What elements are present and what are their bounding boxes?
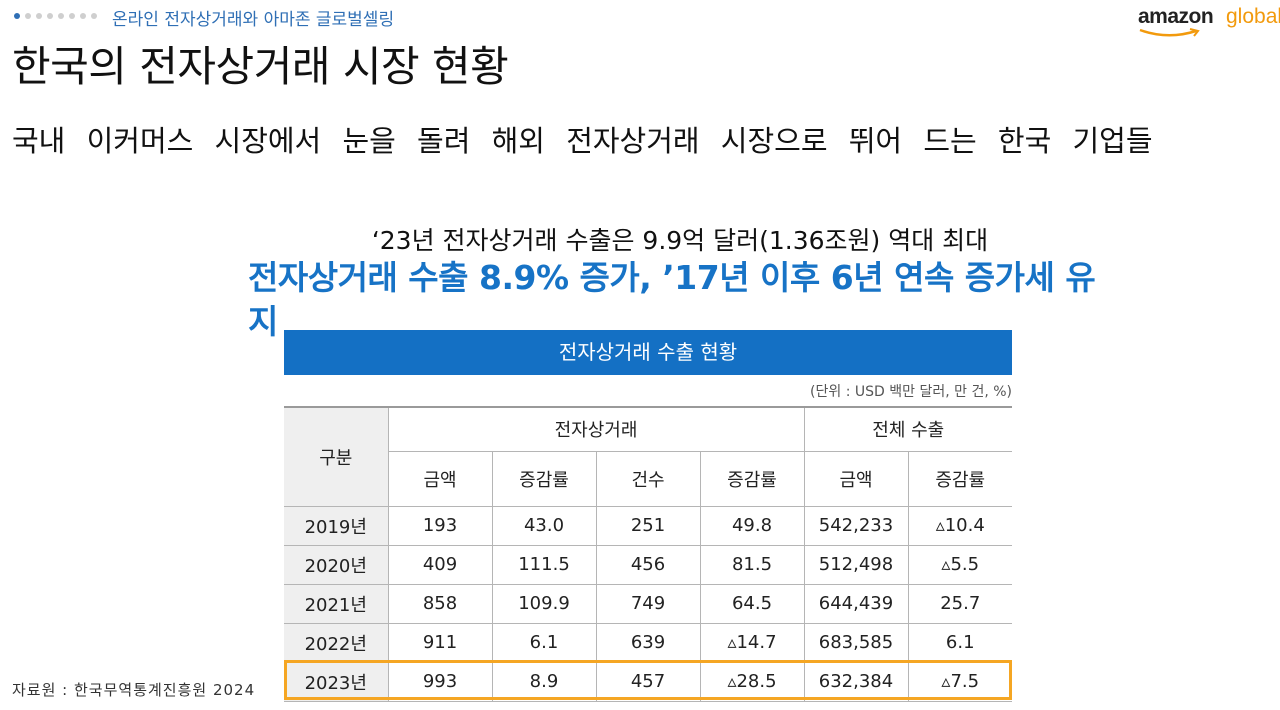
progress-dot: [80, 13, 86, 19]
page-subtitle: 국내 이커머스 시장에서 눈을 돌려 해외 전자상거래 시장으로 뛰어 드는 한…: [12, 124, 1153, 158]
breadcrumb: 온라인 전자상거래와 아마존 글로벌셀링: [112, 10, 395, 30]
table-cell: 109.9: [491, 584, 596, 624]
table-cell: 6.1: [491, 623, 596, 663]
ecommerce-export-table: 구분 전자상거래 전체 수출 금액 증감률 건수 증감률 금액 증감률 2019…: [284, 406, 1012, 702]
progress-dot: [91, 13, 97, 19]
table-cell: 251: [595, 506, 700, 546]
progress-dot: [25, 13, 31, 19]
table-cell: ▵10.4: [907, 506, 1012, 546]
logo-text-global: global: [1226, 5, 1280, 28]
table-cell: 49.8: [699, 506, 804, 546]
row-year: 2022년: [284, 623, 388, 663]
progress-dot: [58, 13, 64, 19]
table-cell: ▵5.5: [907, 545, 1012, 585]
header-ecommerce: 전자상거래: [387, 406, 804, 452]
table-cell: ▵28.5: [699, 662, 804, 702]
table-cell: 911: [387, 623, 492, 663]
subheader-count: 건수: [595, 451, 700, 507]
row-year: 2020년: [284, 545, 388, 585]
progress-dot: [47, 13, 53, 19]
row-year: 2021년: [284, 584, 388, 624]
table-cell: 542,233: [803, 506, 908, 546]
page-title: 한국의 전자상거래 시장 현황: [12, 42, 509, 91]
table-cell: 6.1: [907, 623, 1012, 663]
table-cell: 632,384: [803, 662, 908, 702]
header-category: 구분: [284, 406, 389, 507]
progress-dot: [36, 13, 42, 19]
table-row: 2019년 193 43.0 251 49.8 542,233 ▵10.4: [284, 506, 1012, 546]
amazon-smile-icon: [1139, 28, 1200, 37]
row-year: 2019년: [284, 506, 388, 546]
source-note: 자료원 : 한국무역통계진흥원 2024: [12, 681, 256, 699]
table-cell: 456: [595, 545, 700, 585]
table-cell: 993: [387, 662, 492, 702]
subheader-growth: 증감률: [699, 451, 804, 507]
slide-progress-dots: [14, 13, 97, 19]
table-row: 2021년 858 109.9 749 64.5 644,439 25.7: [284, 584, 1012, 624]
table-cell: ▵7.5: [907, 662, 1012, 702]
progress-dot: [69, 13, 75, 19]
table-cell: 43.0: [491, 506, 596, 546]
table-cell: 683,585: [803, 623, 908, 663]
headline-line2: 전자상거래 수출 8.9% 증가, ’17년 이후 6년 연속 증가세 유지: [248, 258, 1096, 341]
table-cell: 193: [387, 506, 492, 546]
table-cell: 25.7: [907, 584, 1012, 624]
table-cell: 64.5: [699, 584, 804, 624]
table-row-highlighted: 2023년 993 8.9 457 ▵28.5 632,384 ▵7.5: [284, 662, 1012, 702]
table-cell: 749: [595, 584, 700, 624]
table-cell: 457: [595, 662, 700, 702]
table-caption: 전자상거래 수출 현황: [284, 330, 1012, 375]
table-cell: 409: [387, 545, 492, 585]
table-cell: 8.9: [491, 662, 596, 702]
table-row: 2022년 911 6.1 639 ▵14.7 683,585 6.1: [284, 623, 1012, 663]
progress-dot-active: [14, 13, 20, 19]
amazon-global-logo: amazon global: [1130, 2, 1280, 42]
table-cell: 639: [595, 623, 700, 663]
table-cell: 858: [387, 584, 492, 624]
header-total-export: 전체 수출: [803, 406, 1012, 452]
table-cell: 644,439: [803, 584, 908, 624]
logo-text: amazon: [1138, 5, 1214, 28]
table-cell: 81.5: [699, 545, 804, 585]
table-cell: 512,498: [803, 545, 908, 585]
table-cell: 111.5: [491, 545, 596, 585]
subheader-growth: 증감률: [491, 451, 596, 507]
table-row: 2020년 409 111.5 456 81.5 512,498 ▵5.5: [284, 545, 1012, 585]
table-cell: ▵14.7: [699, 623, 804, 663]
subheader-amount: 금액: [388, 451, 492, 507]
table-unit-note: (단위 : USD 백만 달러, 만 건, %): [810, 384, 1012, 400]
subheader-amount: 금액: [803, 451, 908, 507]
subheader-growth: 증감률: [907, 451, 1012, 507]
headline-line1: ‘23년 전자상거래 수출은 9.9억 달러(1.36조원) 역대 최대: [371, 226, 989, 255]
row-year: 2023년: [284, 662, 388, 702]
